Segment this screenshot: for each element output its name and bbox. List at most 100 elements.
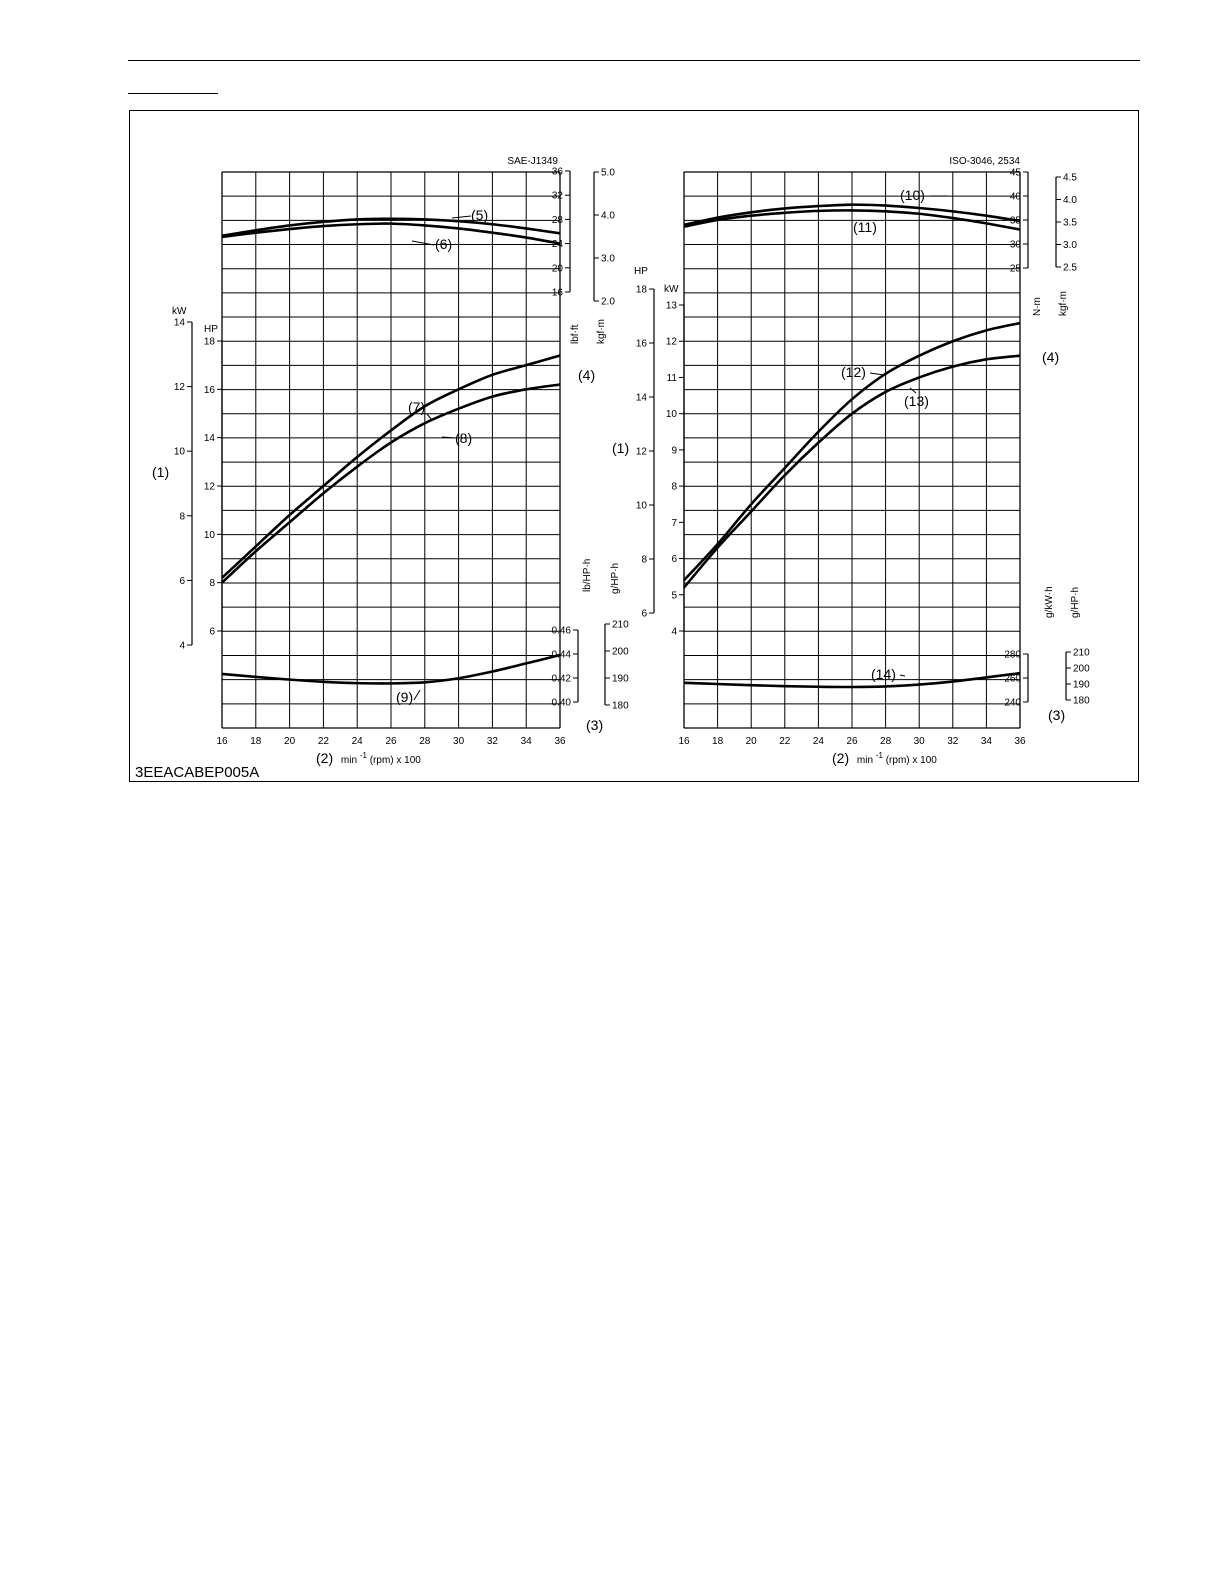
- x-axis-label-sup: -1: [876, 751, 884, 760]
- axis-unit-label: lbf·ft: [570, 324, 581, 344]
- x-axis-label-number: (2): [832, 750, 849, 766]
- axis-tick-label: 24: [552, 239, 564, 250]
- group-label-torque: (4): [1042, 349, 1059, 365]
- axis-tick-label: 0.40: [552, 698, 572, 709]
- power-hp-axis: 6 8 10 12 14 16 18 HP: [204, 324, 223, 638]
- x-tick-label: 24: [813, 736, 825, 747]
- axis-tick-label: 16: [636, 339, 648, 350]
- axis-unit-label: g/kW·h: [1044, 586, 1055, 618]
- header-rule: [128, 60, 1140, 61]
- x-tick-label: 16: [216, 736, 228, 747]
- series-leader-line: [441, 436, 456, 439]
- fuel-gkwh-axis: 240 260 280 g/kW·h: [1004, 586, 1055, 708]
- fuel-lb-axis: 0.40 0.42 0.44 0.46 lb/HP·h: [552, 559, 593, 709]
- axis-unit-label: kW: [664, 284, 679, 295]
- axis-tick-label: 0.46: [552, 626, 572, 637]
- x-tick-label: 34: [521, 736, 533, 747]
- axis-tick-label: 25: [1010, 264, 1022, 275]
- x-tick-label: 32: [947, 736, 959, 747]
- series-label: (12): [841, 364, 866, 380]
- axis-unit-label: g/HP·h: [1070, 587, 1081, 618]
- series-label: (11): [853, 219, 877, 235]
- axis-tick-label: 3.0: [1063, 240, 1077, 251]
- performance-curves-figure: 16 18 20 22 24 26 28 30 32 34 36 16 20 24 28 32 36 lbf·ft…: [152, 156, 1090, 766]
- axis-tick-label: 16: [552, 288, 564, 299]
- x-tick-label: 20: [284, 736, 296, 747]
- group-label-fuel: (3): [586, 717, 603, 733]
- torque-kgf-m-axis: 2.5 3.0 3.5 4.0 4.5 kgf·m: [1055, 173, 1077, 316]
- x-axis-label-sup: -1: [360, 751, 368, 760]
- axis-tick-label: 14: [174, 318, 186, 329]
- axis-tick-label: 180: [612, 701, 629, 712]
- axis-tick-label: 12: [204, 482, 216, 493]
- axis-tick-label: 4: [179, 641, 185, 652]
- axis-tick-label: 6: [179, 576, 185, 587]
- axis-unit-label: kgf·m: [1058, 291, 1069, 316]
- fuel-g-axis: 180 190 200 210 g/HP·h: [604, 563, 629, 712]
- axis-unit-label: HP: [204, 324, 218, 335]
- x-tick-label: 36: [554, 736, 566, 747]
- x-tick-label: 30: [914, 736, 926, 747]
- axis-tick-label: 240: [1004, 698, 1021, 709]
- axis-tick-label: 6: [671, 554, 677, 565]
- x-tick-label: 28: [419, 736, 431, 747]
- x-tick-label: 20: [746, 736, 758, 747]
- axis-tick-label: 12: [174, 382, 186, 393]
- axis-tick-label: 18: [636, 285, 648, 296]
- series-leader-line: [909, 387, 917, 394]
- axis-tick-label: 0.44: [552, 650, 572, 661]
- axis-tick-label: 14: [636, 393, 648, 404]
- x-axis-label-text: min: [341, 755, 357, 766]
- axis-tick-label: 10: [174, 447, 186, 458]
- torque-kgf-m-axis: 2.0 3.0 4.0 5.0 kgf·m: [593, 168, 615, 344]
- axis-tick-label: 4.0: [1063, 195, 1077, 206]
- chart-title: SAE-J1349: [507, 156, 558, 167]
- x-tick-label: 24: [352, 736, 364, 747]
- axis-unit-label: kW: [172, 306, 187, 317]
- series-label: (6): [435, 236, 452, 252]
- series-line: [221, 383, 561, 584]
- group-label-power: (1): [612, 440, 629, 456]
- axis-tick-label: 32: [552, 191, 564, 202]
- series-label: (9): [396, 689, 413, 705]
- axis-tick-label: 14: [204, 433, 216, 444]
- axis-tick-label: 16: [204, 385, 216, 396]
- series-label: (10): [900, 187, 925, 203]
- x-tick-label: 30: [453, 736, 465, 747]
- x-tick-label: 18: [712, 736, 724, 747]
- series-line: [683, 203, 1021, 227]
- x-tick-label: 28: [880, 736, 892, 747]
- axis-tick-label: 36: [552, 167, 564, 178]
- axis-unit-label: lb/HP·h: [582, 559, 593, 592]
- series-leader-line: [869, 372, 885, 376]
- x-tick-label: 22: [779, 736, 791, 747]
- x-axis-label: (2) min -1 (rpm) x 100: [832, 750, 937, 766]
- x-tick-label: 26: [846, 736, 858, 747]
- x-tick-label: 36: [1014, 736, 1026, 747]
- series-line: [683, 354, 1021, 589]
- group-label-fuel: (3): [1048, 707, 1065, 723]
- axis-tick-label: 2.0: [601, 297, 615, 308]
- series: (5) (6) (7) (8) (9): [221, 207, 561, 705]
- series-label: (7): [408, 399, 425, 415]
- axis-tick-label: 190: [612, 674, 629, 685]
- axis-tick-label: 0.42: [552, 674, 572, 685]
- axis-tick-label: 5: [671, 590, 677, 601]
- figure-frame: [129, 110, 1139, 782]
- power-hp-axis: 6 8 10 12 14 16 18 HP: [634, 266, 655, 620]
- axis-tick-label: 4: [671, 627, 677, 638]
- axis-unit-label: N·m: [1032, 297, 1043, 316]
- axis-tick-label: 40: [1010, 192, 1022, 203]
- series-label: (8): [455, 430, 472, 446]
- series-label: (5): [471, 207, 488, 223]
- x-tick-label: 16: [678, 736, 690, 747]
- axis-tick-label: 10: [636, 501, 648, 512]
- series-line: [221, 354, 561, 579]
- series-leader-line: [899, 674, 906, 677]
- x-axis-label-text: min: [857, 755, 873, 766]
- axis-tick-label: 260: [1004, 674, 1021, 685]
- figure-id: 3EEACABEP005A: [135, 764, 260, 781]
- axis-tick-label: 8: [671, 482, 677, 493]
- axis-tick-label: 4.0: [601, 211, 615, 222]
